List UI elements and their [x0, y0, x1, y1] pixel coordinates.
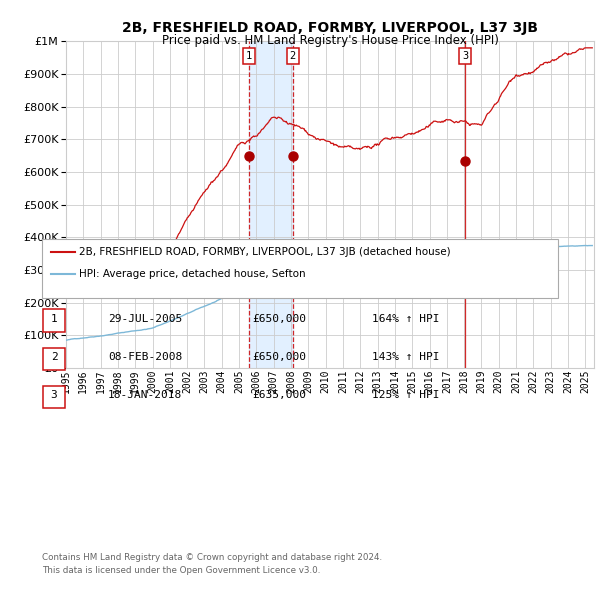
- Text: 1: 1: [50, 314, 58, 323]
- Text: 2: 2: [50, 352, 58, 362]
- Text: 29-JUL-2005: 29-JUL-2005: [108, 314, 182, 323]
- Text: This data is licensed under the Open Government Licence v3.0.: This data is licensed under the Open Gov…: [42, 566, 320, 575]
- Text: 18-JAN-2018: 18-JAN-2018: [108, 391, 182, 400]
- Bar: [249, 41, 293, 368]
- Text: 2B, FRESHFIELD ROAD, FORMBY, LIVERPOOL, L37 3JB: 2B, FRESHFIELD ROAD, FORMBY, LIVERPOOL, …: [122, 21, 538, 35]
- Text: £635,000: £635,000: [252, 391, 306, 400]
- Text: HPI: Average price, detached house, Sefton: HPI: Average price, detached house, Seft…: [79, 270, 306, 279]
- Text: 2B, FRESHFIELD ROAD, FORMBY, LIVERPOOL, L37 3JB (detached house): 2B, FRESHFIELD ROAD, FORMBY, LIVERPOOL, …: [79, 247, 451, 257]
- Text: 125% ↑ HPI: 125% ↑ HPI: [372, 391, 439, 400]
- Text: Contains HM Land Registry data © Crown copyright and database right 2024.: Contains HM Land Registry data © Crown c…: [42, 553, 382, 562]
- Text: 143% ↑ HPI: 143% ↑ HPI: [372, 352, 439, 362]
- Text: 1: 1: [246, 51, 252, 61]
- Text: 3: 3: [462, 51, 468, 61]
- Text: 3: 3: [50, 391, 58, 400]
- Text: 164% ↑ HPI: 164% ↑ HPI: [372, 314, 439, 323]
- Text: 2: 2: [290, 51, 296, 61]
- Text: 08-FEB-2008: 08-FEB-2008: [108, 352, 182, 362]
- Text: Price paid vs. HM Land Registry's House Price Index (HPI): Price paid vs. HM Land Registry's House …: [161, 34, 499, 47]
- Text: £650,000: £650,000: [252, 314, 306, 323]
- Text: £650,000: £650,000: [252, 352, 306, 362]
